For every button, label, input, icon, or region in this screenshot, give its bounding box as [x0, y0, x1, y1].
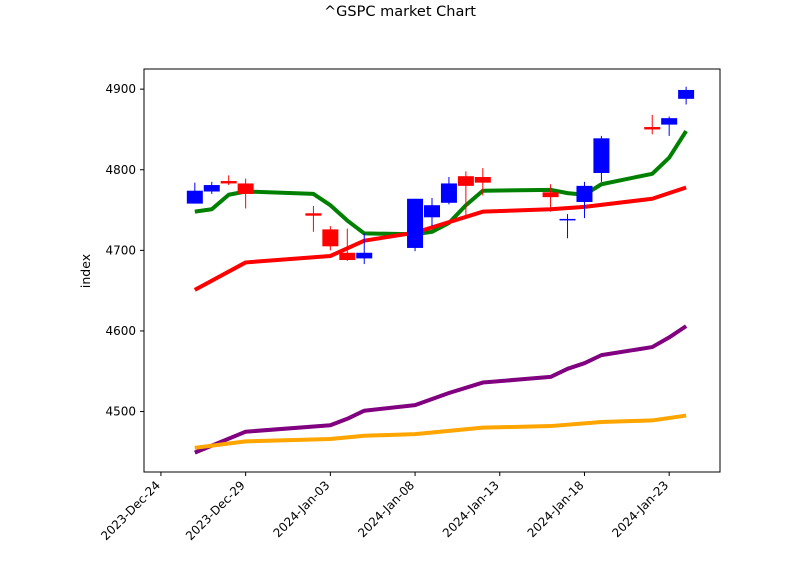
x-tick-label: 2024-Jan-03 — [271, 478, 333, 540]
candle — [457, 171, 474, 219]
candle — [661, 116, 678, 136]
candle — [356, 233, 373, 265]
candle — [678, 86, 695, 105]
candle-body — [542, 192, 559, 198]
candle-body — [322, 229, 339, 247]
candle-body — [237, 183, 254, 194]
x-tick-label: 2024-Jan-13 — [440, 478, 502, 540]
candle-body — [339, 252, 356, 261]
candle — [440, 177, 457, 205]
candle-body — [661, 118, 678, 125]
candle — [237, 178, 254, 209]
candle — [559, 214, 576, 239]
candle — [576, 181, 593, 219]
candle — [203, 181, 220, 194]
plot-area: 4500 4600 4700 4800 4900 2023-Dec-24 2023-Dec-… — [98, 68, 721, 543]
candle-body — [593, 138, 610, 173]
candle — [542, 184, 559, 212]
candle-body — [424, 205, 440, 218]
candle — [593, 135, 610, 182]
candle — [322, 226, 339, 251]
x-tick-label: 2024-Jan-23 — [609, 478, 671, 540]
candle — [644, 114, 661, 135]
candle — [407, 198, 424, 252]
candle-body — [305, 213, 322, 216]
candle-body — [644, 127, 661, 130]
y-tick-label: 4600 — [105, 324, 136, 338]
candle-body — [457, 176, 474, 186]
candle — [474, 168, 491, 196]
candle-body — [356, 252, 373, 259]
x-tick-label: 2024-Jan-18 — [525, 478, 587, 540]
candle-body — [559, 218, 576, 221]
axes-frame — [143, 68, 721, 473]
candle-body — [203, 185, 220, 192]
candle-body — [576, 185, 593, 202]
candle — [305, 206, 322, 232]
y-tick-label: 4800 — [105, 163, 136, 177]
candle-body — [407, 198, 424, 248]
y-axis-label: index — [78, 254, 93, 288]
candle — [339, 228, 356, 261]
series-line-2 — [194, 324, 688, 455]
y-tick-label: 4500 — [105, 405, 136, 419]
candle-body — [474, 177, 491, 183]
series-line-0 — [194, 129, 688, 237]
series-line-3 — [194, 413, 687, 450]
candle-body — [678, 89, 695, 99]
chart-title: ^GSPC market Chart — [324, 4, 476, 20]
x-tick-label: 2023-Dec-29 — [183, 478, 248, 543]
candle — [220, 175, 237, 186]
y-tick-label: 4700 — [105, 243, 136, 257]
series-line-1 — [193, 185, 687, 292]
candle-body — [440, 183, 457, 203]
x-tick-label: 2023-Dec-24 — [98, 478, 163, 543]
candle-body — [186, 190, 203, 204]
candle — [424, 197, 440, 227]
candle — [186, 182, 203, 204]
x-tick-label: 2024-Jan-08 — [355, 478, 417, 540]
y-tick-label: 4900 — [105, 82, 136, 96]
candle-body — [220, 181, 237, 184]
